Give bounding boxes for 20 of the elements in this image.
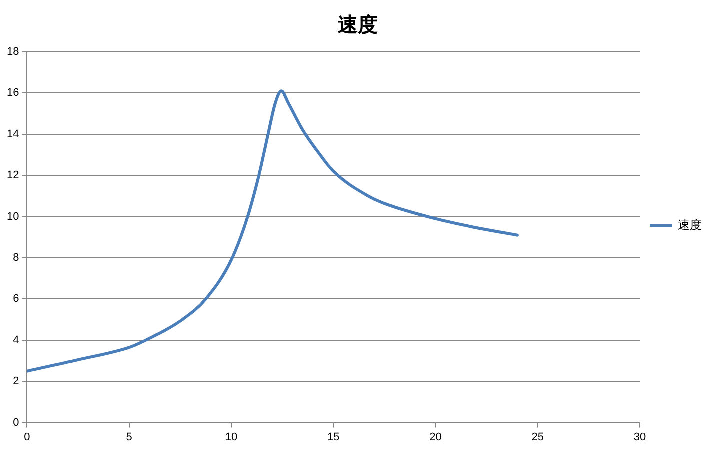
legend-label: 速度 xyxy=(678,218,702,232)
x-tick-label: 0 xyxy=(24,431,30,444)
y-tick-label: 8 xyxy=(13,252,20,264)
y-tick-label: 10 xyxy=(6,210,20,223)
y-tick-label: 12 xyxy=(6,170,20,182)
x-tick-label: 30 xyxy=(634,431,646,444)
x-tick-label: 25 xyxy=(532,431,544,444)
y-tick-label: 18 xyxy=(6,46,20,58)
y-tick-label: 4 xyxy=(13,334,20,346)
line-series xyxy=(27,90,519,373)
y-tick-label: 16 xyxy=(6,87,20,100)
x-tick-label: 10 xyxy=(225,431,238,444)
x-tick-label: 5 xyxy=(126,431,132,444)
chart-title: 速度 xyxy=(338,14,378,37)
y-tick-label: 6 xyxy=(13,293,20,306)
x-tick-label: 15 xyxy=(327,431,340,444)
y-tick-label: 2 xyxy=(13,376,20,388)
x-tick-label: 20 xyxy=(430,431,442,444)
y-tick-label: 0 xyxy=(13,416,20,429)
y-tick-label: 14 xyxy=(6,128,20,140)
